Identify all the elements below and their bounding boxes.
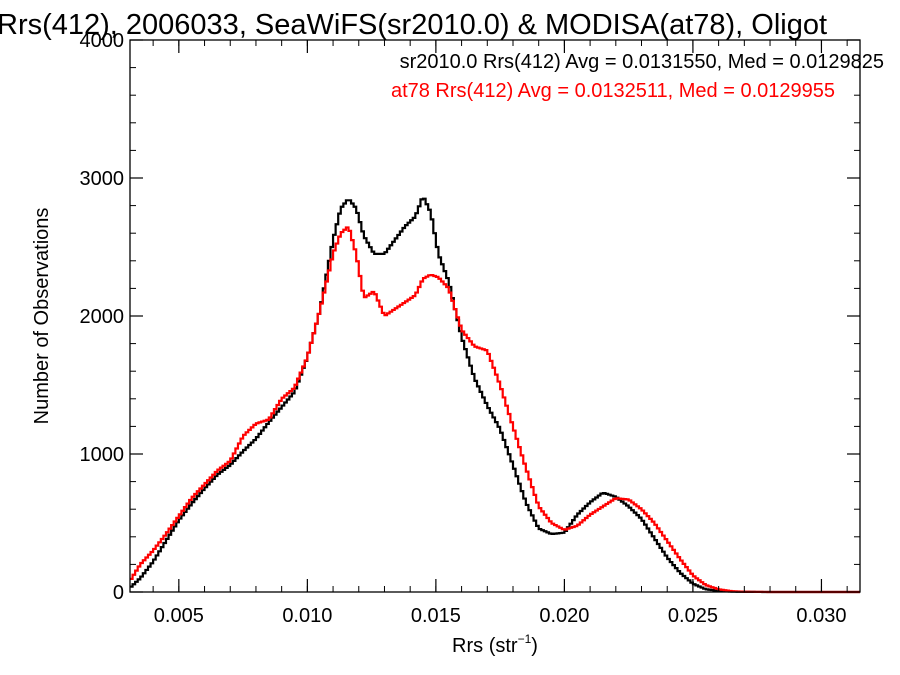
x-axis-label-exponent: −1: [518, 632, 532, 646]
y-tick-label: 2000: [80, 306, 125, 328]
x-axis: 0.005 0.010 0.015 0.020 0.025 0.030: [152, 40, 848, 627]
series-line-at78: [130, 226, 860, 594]
x-axis-label: Rrs (str−1): [452, 632, 538, 657]
series-line-sr2010: [130, 197, 860, 594]
x-tick-label: 0.010: [282, 605, 332, 627]
y-tick-label: 4000: [80, 30, 125, 52]
y-tick-label: 0: [113, 582, 124, 604]
x-tick-label: 0.015: [411, 605, 461, 627]
y-axis-label: Number of Observations: [31, 208, 53, 425]
x-axis-label-main: Rrs (str: [452, 635, 518, 657]
x-axis-label-close: ): [531, 635, 538, 657]
series-layer: [130, 197, 860, 594]
x-tick-label: 0.030: [796, 605, 846, 627]
legend-entry-at78: at78 Rrs(412) Avg = 0.0132511, Med = 0.0…: [391, 80, 835, 102]
y-tick-label: 3000: [80, 168, 125, 190]
y-axis: 0 1000 2000 3000 4000: [80, 30, 860, 604]
x-tick-label: 0.025: [668, 605, 718, 627]
x-tick-label: 0.005: [154, 605, 204, 627]
chart-title: Rrs(412), 2006033, SeaWiFS(sr2010.0) & M…: [0, 9, 827, 41]
x-tick-label: 0.020: [539, 605, 589, 627]
legend-entry-sr2010: sr2010.0 Rrs(412) Avg = 0.0131550, Med =…: [400, 51, 884, 73]
y-tick-label: 1000: [80, 444, 125, 466]
